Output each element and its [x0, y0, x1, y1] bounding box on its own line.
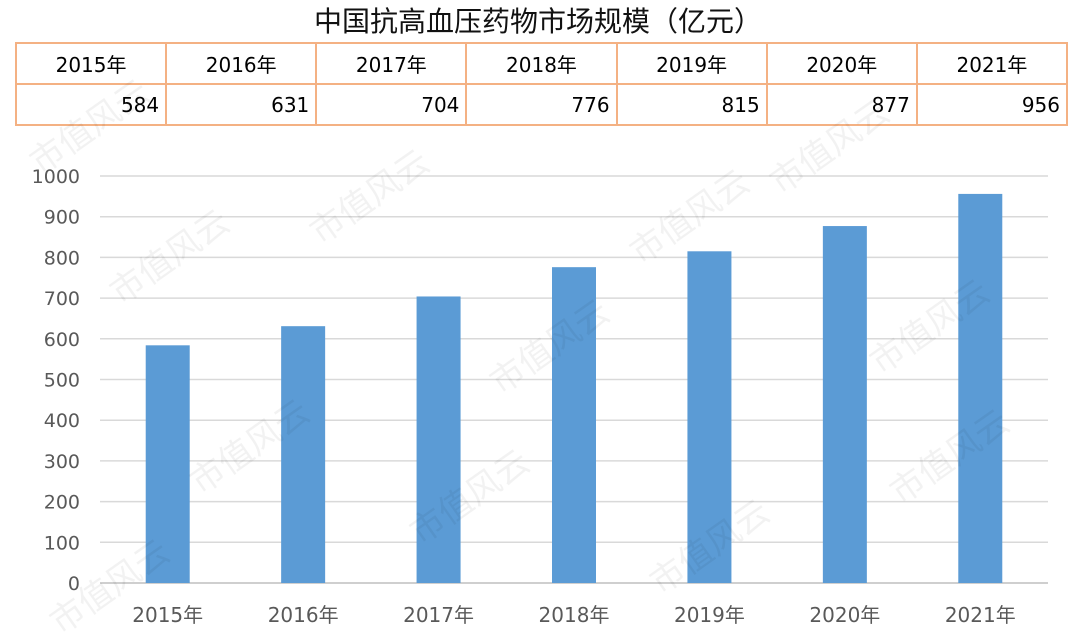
x-tick-label: 2019年 [674, 603, 745, 627]
table-value-cell: 584 [14, 83, 168, 126]
y-tick-label: 800 [44, 247, 80, 269]
chart-title: 中国抗高血压药物市场规模（亿元） [313, 5, 762, 38]
x-tick-label: 2017年 [403, 603, 474, 627]
y-tick-label: 300 [44, 451, 80, 473]
table-year-cell: 2016年 [165, 42, 318, 85]
table-value-cell: 815 [615, 83, 768, 126]
bar [687, 251, 732, 584]
table-value-cell: 956 [915, 83, 1069, 126]
y-tick-label: 900 [44, 207, 80, 229]
table-value-cell: 704 [315, 83, 468, 126]
y-tick-label: 0 [68, 573, 80, 595]
y-tick-label: 400 [44, 410, 80, 432]
table-year-cell: 2020年 [765, 42, 918, 85]
bar [822, 226, 867, 583]
x-tick-label: 2018年 [539, 603, 610, 627]
bar [958, 193, 1003, 583]
table-value-cell: 776 [465, 83, 618, 126]
bar [281, 326, 326, 583]
table-value-row: 584 631 704 776 815 877 956 [14, 83, 1069, 126]
y-tick-label: 1000 [32, 166, 80, 188]
y-tick-label: 200 [44, 492, 80, 514]
bar [552, 267, 596, 583]
y-tick-label: 500 [44, 370, 80, 392]
x-tick-label: 2020年 [809, 603, 880, 627]
table-value-cell: 877 [765, 83, 918, 126]
bar [145, 345, 190, 583]
y-tick-label: 100 [44, 532, 80, 554]
x-tick-label: 2015年 [132, 603, 203, 627]
bar [416, 296, 461, 583]
y-tick-label: 700 [44, 288, 80, 310]
x-tick-label: 2016年 [268, 603, 339, 627]
x-tick-label: 2021年 [945, 603, 1016, 627]
table-value-cell: 631 [165, 83, 318, 126]
table-year-cell: 2018年 [465, 42, 618, 85]
table-year-cell: 2017年 [315, 42, 468, 85]
data-table: 2015年 2016年 2017年 2018年 2019年 2020年 2021… [14, 42, 1069, 126]
table-year-cell: 2021年 [915, 42, 1069, 85]
y-tick-label: 600 [44, 329, 80, 351]
table-year-cell: 2019年 [615, 42, 768, 85]
table-header-row: 2015年 2016年 2017年 2018年 2019年 2020年 2021… [14, 42, 1069, 85]
table-year-cell: 2015年 [14, 42, 168, 85]
